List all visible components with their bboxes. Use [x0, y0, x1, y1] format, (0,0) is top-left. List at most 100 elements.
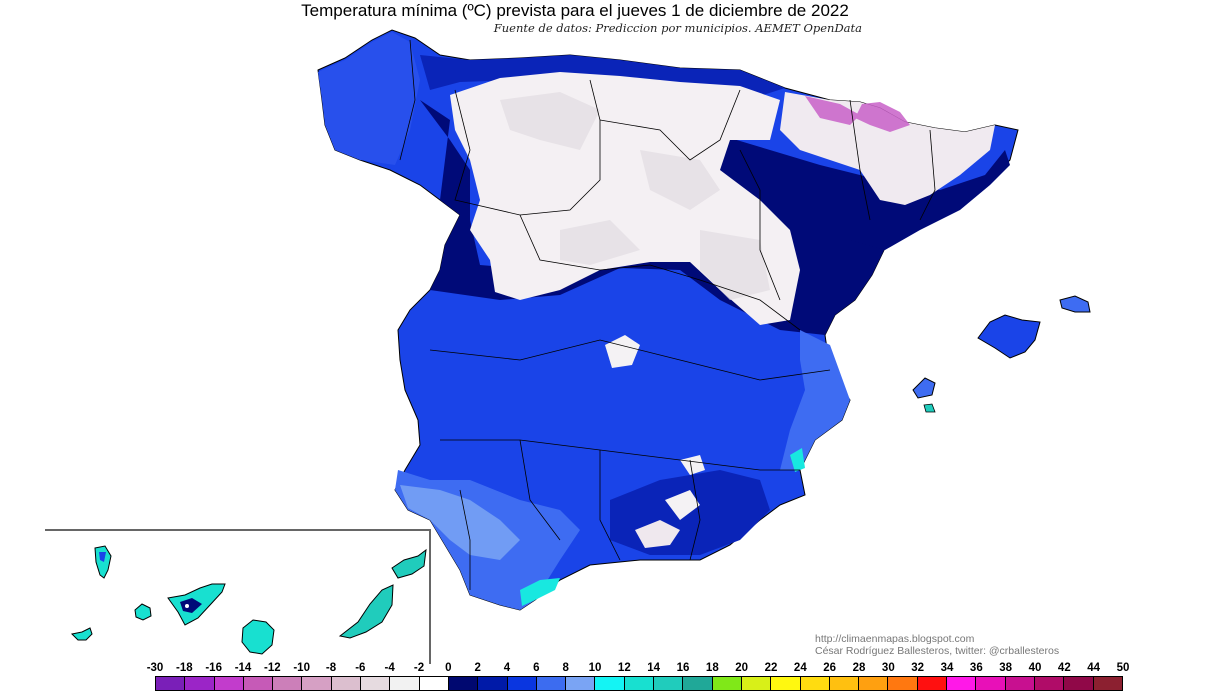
- legend-label: 0: [445, 662, 452, 674]
- legend-label: 4: [503, 662, 511, 674]
- author-credit: César Rodríguez Ballesteros, twitter: @c…: [815, 645, 1060, 657]
- legend-label: 8: [562, 662, 569, 674]
- legend-labels: -30 -18 -16 -14 -12 -10 -8 -6 -4 -2 0 2 4 6 8 10 12 14 16 1…: [147, 662, 1130, 676]
- legend-swatch: [478, 677, 508, 690]
- formentera: [923, 403, 936, 413]
- legend-swatch: [243, 677, 274, 690]
- teide-cold: [180, 598, 202, 613]
- map-title: Temperatura mínima (ºC) prevista para el…: [301, 1, 849, 20]
- legend-label: 36: [969, 662, 983, 674]
- legend-label: 6: [533, 662, 540, 674]
- legend-label: 26: [823, 662, 837, 674]
- legend-label: 14: [647, 662, 661, 674]
- ibiza: [912, 377, 936, 399]
- peninsula: [317, 29, 1019, 611]
- legend-swatch: [331, 677, 362, 690]
- legend-swatch: [361, 677, 391, 690]
- legend-swatch: [156, 677, 186, 690]
- legend-label: -30: [146, 662, 164, 674]
- credits: http://climaenmapas.blogspot.com César R…: [815, 633, 1059, 657]
- legend-swatch: [712, 677, 742, 690]
- legend-swatch: [1034, 677, 1065, 690]
- sierra-nevada-cold: [635, 520, 680, 548]
- legend-swatch: [888, 677, 918, 690]
- legend-label: -8: [325, 662, 337, 674]
- legend-label: 30: [881, 662, 895, 674]
- legend-label: -16: [205, 662, 222, 674]
- legend-label: 42: [1057, 662, 1071, 674]
- malaga-coast-warm: [520, 578, 560, 606]
- ebro-valley: [720, 135, 1010, 250]
- legend-label: 24: [793, 662, 807, 674]
- legend-label: -10: [293, 662, 310, 674]
- legend-swatch: [771, 677, 801, 690]
- legend-label: 12: [617, 662, 631, 674]
- pyrenees-magenta: [805, 96, 910, 132]
- legend-swatch: [507, 677, 537, 690]
- data-source-subtitle: Fuente de datos: Prediccion por municipi…: [493, 21, 862, 35]
- legend-label: 28: [852, 662, 866, 674]
- legend-swatch: [390, 677, 420, 690]
- legend-label: 18: [705, 662, 719, 674]
- almeria-coast-warm: [790, 448, 805, 472]
- legend-swatch: [1093, 677, 1122, 690]
- legend-label: -12: [264, 662, 281, 674]
- legend-label: 32: [911, 662, 925, 674]
- meseta-shading: [500, 92, 770, 300]
- legend-swatch: [1005, 677, 1035, 690]
- province-borders: [399, 39, 936, 590]
- galicia-region: [318, 32, 420, 165]
- color-legend: -30 -18 -16 -14 -12 -10 -8 -6 -4 -2 0 2 4 6 8 10 12 14 16 1…: [147, 662, 1130, 692]
- blog-url[interactable]: http://climaenmapas.blogspot.com: [815, 633, 975, 645]
- legend-label: -6: [355, 662, 366, 674]
- legend-label: 40: [1028, 662, 1042, 674]
- legend-label: -2: [413, 662, 425, 674]
- legend-label: 16: [676, 662, 690, 674]
- menorca: [1059, 295, 1091, 313]
- mallorca: [977, 314, 1041, 359]
- legend-swatch: [624, 677, 655, 690]
- andalusia-light-blue: [400, 485, 520, 560]
- legend-swatch: [859, 677, 889, 690]
- legend-label: 10: [588, 662, 602, 674]
- legend-label: 34: [940, 662, 954, 674]
- legend-label: -14: [234, 662, 252, 674]
- la-gomera: [134, 603, 152, 621]
- legend-bar: [155, 676, 1123, 691]
- legend-swatch: [185, 677, 215, 690]
- legend-swatch: [302, 677, 332, 690]
- legend-swatch: [917, 677, 948, 690]
- gran-canaria: [241, 619, 275, 655]
- legend-label: 22: [764, 662, 778, 674]
- legend-swatch: [654, 677, 684, 690]
- canary-islands-inset: [70, 545, 427, 655]
- legend-swatch: [947, 677, 977, 690]
- legend-swatch: [829, 677, 860, 690]
- el-hierro: [70, 627, 93, 641]
- legend-label: -4: [384, 662, 395, 674]
- la-palma-cold: [99, 552, 106, 562]
- legend-swatch: [448, 677, 479, 690]
- legend-label: -18: [176, 662, 193, 674]
- legend-swatch: [1064, 677, 1094, 690]
- legend-swatch: [419, 677, 449, 690]
- la-palma: [94, 545, 112, 579]
- legend-swatch: [800, 677, 830, 690]
- legend-swatch: [595, 677, 625, 690]
- legend-swatch: [214, 677, 244, 690]
- cazorla-cold: [665, 455, 705, 520]
- lanzarote: [391, 548, 427, 579]
- legend-label: 2: [474, 662, 481, 674]
- legend-swatch: [976, 677, 1006, 690]
- legend-swatch: [741, 677, 772, 690]
- legend-swatch: [566, 677, 596, 690]
- legend-label: 20: [735, 662, 749, 674]
- fuerteventura: [338, 584, 394, 639]
- legend-swatch: [536, 677, 567, 690]
- legend-label: 50: [1116, 662, 1130, 674]
- valencia-coast: [780, 330, 850, 470]
- legend-swatch: [683, 677, 713, 690]
- legend-label: 38: [999, 662, 1013, 674]
- teide-peak: [185, 604, 189, 608]
